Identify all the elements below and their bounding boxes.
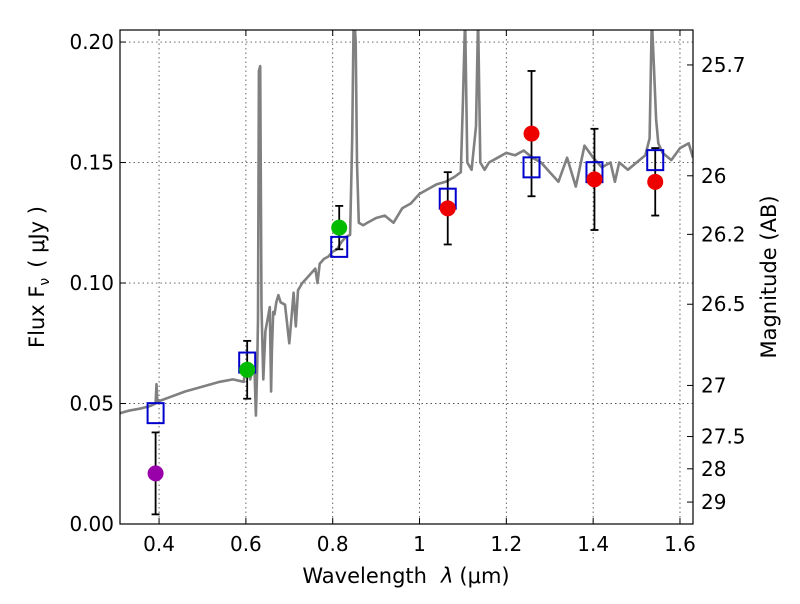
ticks: 0.4 0.6 0.8 1 1.2 1.4 1.6 0.00 0.05 0.10 0.15 0.20 2… (69, 30, 746, 556)
x-tick-label: 1 (413, 532, 426, 556)
observed-point (439, 200, 456, 217)
mag-tick-label: 27 (701, 373, 726, 397)
observed-point (647, 173, 664, 190)
y-tick-label: 0.10 (69, 271, 114, 295)
model-point-square (330, 235, 349, 258)
x-tick-label: 0.4 (143, 532, 175, 556)
mag-tick-label: 28 (701, 457, 726, 481)
y-tick-label: 0.20 (69, 30, 114, 54)
x-tick-label: 0.8 (317, 532, 349, 556)
plot-background (120, 30, 693, 524)
series (120, 30, 693, 516)
x-tick-label: 1.4 (577, 532, 609, 556)
model-point-square (146, 402, 165, 425)
x-axis-label: Wavelength λ (μm) (302, 564, 509, 588)
x-tick-label: 1.2 (490, 532, 522, 556)
observed-point (239, 361, 256, 378)
observed-point (331, 219, 348, 236)
y-tick-label: 0.05 (69, 392, 114, 416)
y-tick-label: 0.15 (69, 151, 114, 175)
y-axis-label: Flux Fν( μJy ) (25, 206, 53, 348)
x-tick-label: 1.6 (664, 532, 696, 556)
mag-tick-label: 25.7 (701, 53, 746, 77)
grid (120, 30, 693, 525)
mag-tick-label: 27.5 (701, 425, 746, 449)
model-point-square (522, 156, 541, 179)
observed-point (523, 125, 540, 142)
model-point-square (646, 149, 665, 172)
mag-tick-label: 26.5 (701, 292, 746, 316)
mag-tick-label: 26 (701, 164, 726, 188)
mag-tick-label: 26.2 (701, 222, 746, 246)
x-tick-label: 0.6 (230, 532, 262, 556)
plot-frame (119, 29, 694, 525)
y2-axis-label: Magnitude (AB) (757, 195, 781, 358)
observed-point (147, 465, 164, 482)
observed-point (586, 171, 603, 188)
y-tick-label: 0.00 (69, 512, 114, 536)
mag-tick-label: 29 (701, 490, 726, 514)
